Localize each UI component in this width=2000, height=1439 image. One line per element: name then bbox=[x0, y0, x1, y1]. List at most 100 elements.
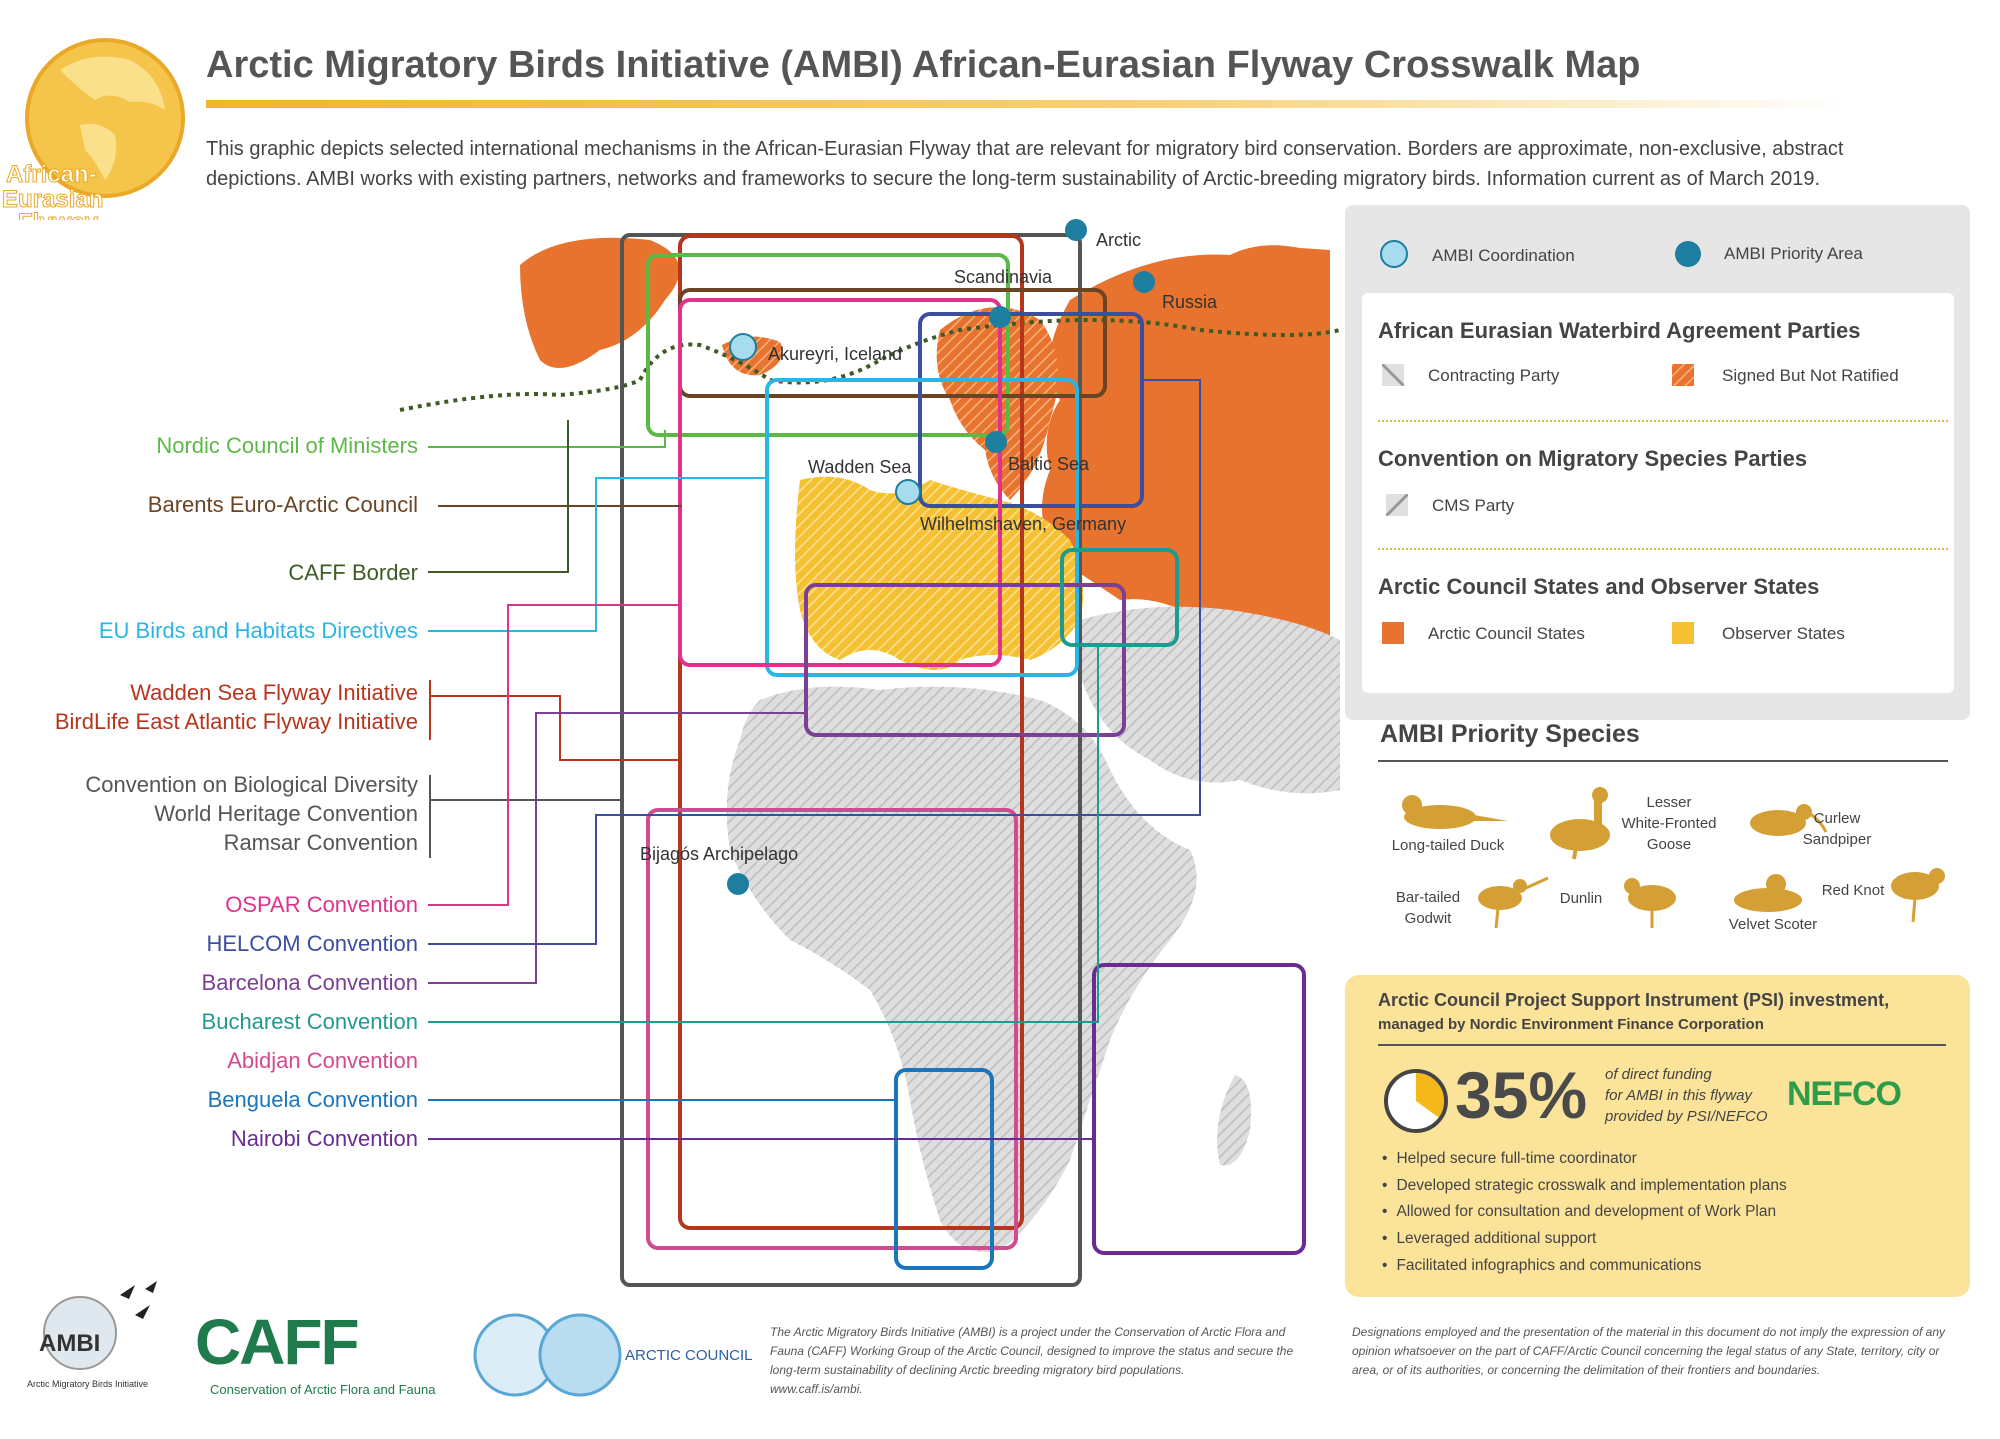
cms-heading: Convention on Migratory Species Parties bbox=[1378, 446, 1808, 471]
ac-heading: Arctic Council States and Observer State… bbox=[1378, 574, 1820, 599]
nefco-logo[interactable]: NEFCO bbox=[1787, 1075, 1902, 1113]
arctic-states-swatch bbox=[1382, 622, 1404, 644]
page-title: Arctic Migratory Birds Initiative (AMBI)… bbox=[206, 44, 1641, 86]
caff-logo-sub: Conservation of Arctic Flora and Fauna bbox=[210, 1382, 436, 1397]
lwfg-line-1: Lesser bbox=[1646, 794, 1692, 811]
asia-shape bbox=[1076, 606, 1340, 794]
label-ramsar[interactable]: Ramsar Convention bbox=[223, 830, 418, 855]
species-red-knot: Red Knot bbox=[1821, 882, 1885, 899]
red-knot-icon bbox=[1891, 868, 1945, 923]
coordination-legend-icon bbox=[1380, 240, 1408, 268]
badge-line-1: African- bbox=[6, 161, 97, 188]
legend-signed: Signed But Not Ratified bbox=[1722, 366, 1899, 385]
lwfg-line-2: White-Fronted bbox=[1621, 815, 1717, 832]
box-abidjan bbox=[646, 808, 1018, 1250]
europe-shape bbox=[795, 476, 1084, 670]
species-curlew-sandpiper: Curlew Sandpiper bbox=[1792, 808, 1882, 850]
goose-icon bbox=[1550, 787, 1610, 860]
psi-subtitle: managed by Nordic Environment Finance Co… bbox=[1378, 1016, 1764, 1033]
psi-rule bbox=[1378, 1044, 1946, 1046]
scandinavia-shape bbox=[936, 307, 1058, 500]
signed-swatch bbox=[1672, 364, 1694, 386]
flyway-globe-badge: African- Eurasian Flyway bbox=[2, 38, 185, 220]
label-caff-border[interactable]: CAFF Border bbox=[288, 560, 418, 585]
ambi-link[interactable]: www.caff.is/ambi. bbox=[770, 1382, 863, 1396]
label-barents-council[interactable]: Barents Euro-Arctic Council bbox=[147, 492, 418, 517]
godwit-line-2: Godwit bbox=[1404, 910, 1452, 927]
godwit-line-1: Bar-tailed bbox=[1395, 889, 1461, 906]
label-barcelona[interactable]: Barcelona Convention bbox=[201, 970, 418, 995]
cms-swatch bbox=[1386, 494, 1408, 516]
velvet-scoter-icon bbox=[1734, 874, 1802, 912]
lwfg-line-3: Goose bbox=[1646, 836, 1692, 853]
leader-eu bbox=[428, 477, 768, 632]
russia-label: Russia bbox=[1162, 292, 1218, 312]
russia-point bbox=[1133, 271, 1155, 293]
label-nairobi[interactable]: Nairobi Convention bbox=[230, 1126, 418, 1151]
box-helcom bbox=[918, 312, 1144, 508]
label-nordic-council[interactable]: Nordic Council of Ministers bbox=[156, 433, 418, 458]
note-line-1: of direct funding bbox=[1605, 1066, 1712, 1083]
note-line-3: provided by PSI/NEFCO bbox=[1605, 1108, 1768, 1125]
label-whc[interactable]: World Heritage Convention bbox=[154, 801, 418, 826]
ambi-logo-sub: Arctic Migratory Birds Initiative bbox=[27, 1379, 148, 1389]
bijagos-label: Bijagós Archipelago bbox=[640, 844, 798, 864]
arctic-label: Arctic bbox=[1096, 230, 1141, 250]
curlew-line-2: Sandpiper bbox=[1802, 831, 1872, 848]
psi-bullet: Allowed for consultation and development… bbox=[1382, 1203, 1776, 1221]
russia-shape bbox=[1042, 245, 1330, 640]
arctic-council-text: ARCTIC COUNCIL bbox=[625, 1347, 753, 1364]
box-eu-directives bbox=[765, 378, 1079, 677]
akureyri-point bbox=[729, 333, 757, 361]
ambi-logo[interactable]: AMBI Arctic Migratory Birds Initiative bbox=[25, 1275, 165, 1395]
funding-note: of direct funding for AMBI in this flyway… bbox=[1605, 1064, 1768, 1127]
label-bucharest[interactable]: Bucharest Convention bbox=[201, 1009, 418, 1034]
legend-coordination: AMBI Coordination bbox=[1432, 246, 1575, 265]
box-barcelona bbox=[804, 583, 1126, 737]
legend-divider bbox=[1378, 420, 1948, 422]
greenland-shape bbox=[520, 237, 680, 368]
label-wadden-flyway[interactable]: Wadden Sea Flyway Initiative bbox=[130, 680, 418, 705]
baltic-label: Baltic Sea bbox=[1008, 454, 1090, 474]
caff-logo[interactable]: CAFF bbox=[195, 1306, 360, 1378]
arctic-point bbox=[1065, 219, 1087, 241]
bar-tailed-godwit-icon bbox=[1478, 876, 1549, 929]
label-birdlife-eaf[interactable]: BirdLife East Atlantic Flyway Initiative bbox=[54, 709, 418, 734]
psi-bullet: Facilitated infographics and communicati… bbox=[1382, 1257, 1701, 1275]
baltic-point bbox=[985, 431, 1007, 453]
note-line-2: for AMBI in this flyway bbox=[1605, 1087, 1752, 1104]
legend-cms-party: CMS Party bbox=[1432, 496, 1515, 515]
leader-barcelona bbox=[428, 712, 806, 984]
bijagos-point bbox=[727, 873, 749, 895]
label-abidjan[interactable]: Abidjan Convention bbox=[227, 1048, 418, 1073]
species-lwfg: Lesser White-Fronted Goose bbox=[1604, 792, 1734, 855]
psi-bullet: Leveraged additional support bbox=[1382, 1230, 1596, 1248]
dunlin-icon bbox=[1624, 878, 1676, 928]
caff-border-line bbox=[399, 318, 1341, 412]
africa-shape bbox=[726, 686, 1197, 1252]
label-ospar[interactable]: OSPAR Convention bbox=[225, 892, 418, 917]
curlew-sandpiper-icon bbox=[1750, 804, 1828, 836]
arctic-council-logo[interactable] bbox=[470, 1310, 630, 1400]
label-eu-directives[interactable]: EU Birds and Habitats Directives bbox=[98, 618, 418, 643]
label-cbd[interactable]: Convention on Biological Diversity bbox=[85, 772, 418, 797]
legend-contracting: Contracting Party bbox=[1428, 366, 1560, 385]
leader-wadden bbox=[430, 695, 680, 761]
madagascar-shape bbox=[1217, 1075, 1251, 1166]
box-ospar bbox=[678, 298, 1002, 667]
label-benguela[interactable]: Benguela Convention bbox=[207, 1087, 418, 1112]
leader-caff bbox=[428, 420, 569, 573]
legend-box bbox=[1362, 293, 1954, 693]
curlew-line-1: Curlew bbox=[1813, 810, 1861, 827]
box-bucharest bbox=[1060, 548, 1179, 647]
legend-observer-states: Observer States bbox=[1722, 624, 1845, 643]
funding-pie bbox=[1384, 1069, 1448, 1133]
psi-bullet: Helped secure full-time coordinator bbox=[1382, 1150, 1636, 1168]
about-text: The Arctic Migratory Birds Initiative (A… bbox=[770, 1323, 1300, 1399]
long-tailed-duck-icon bbox=[1402, 795, 1508, 829]
species-rule bbox=[1378, 760, 1948, 762]
label-helcom[interactable]: HELCOM Convention bbox=[206, 931, 418, 956]
badge-line-3: Flyway bbox=[18, 209, 99, 220]
box-wadden-birdlife bbox=[678, 234, 1024, 1230]
